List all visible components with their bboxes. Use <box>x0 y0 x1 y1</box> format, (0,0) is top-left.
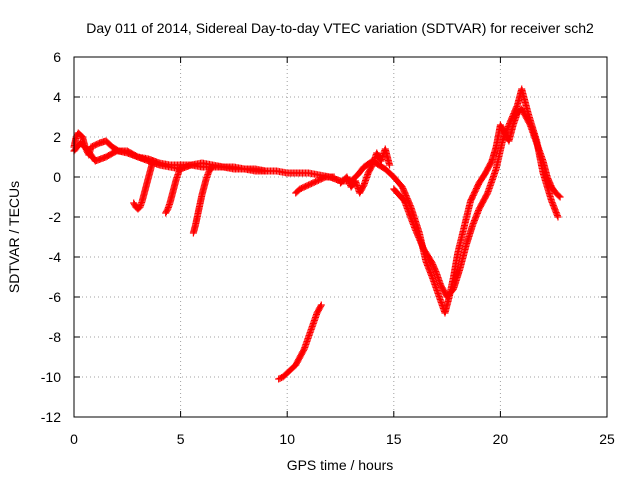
data-point-marker <box>177 163 185 171</box>
data-point-marker <box>555 192 563 200</box>
y-tick-label: -4 <box>49 249 62 265</box>
y-tick-label: -10 <box>41 369 61 385</box>
series-lower-branch <box>390 85 562 301</box>
data-point-marker <box>317 302 325 310</box>
data-point-marker <box>149 157 157 165</box>
series-detached-2 <box>162 163 185 217</box>
data-point-marker <box>330 173 338 181</box>
x-tick-label: 10 <box>279 431 295 447</box>
axis-ticks: 0 5 10 15 20 25 -12 -10 -8 -6 -4 -2 0 2 4 6 <box>41 49 615 447</box>
x-tick-label: 25 <box>599 431 615 447</box>
data-point-marker <box>386 161 394 169</box>
x-tick-label: 5 <box>177 431 185 447</box>
series-main-arc <box>70 105 564 317</box>
grid <box>74 57 607 417</box>
y-tick-label: -8 <box>49 329 62 345</box>
series-detached-4 <box>292 173 338 197</box>
data-point-marker <box>209 163 217 171</box>
chart-title: Day 011 of 2014, Sidereal Day-to-day VTE… <box>86 20 594 36</box>
series-upper-branch <box>70 139 270 175</box>
data-point-marker <box>317 301 325 309</box>
data-point-marker <box>208 164 216 172</box>
series-descending-pass <box>275 301 325 383</box>
data-point-marker <box>556 193 564 201</box>
series-evening-scatter <box>337 145 394 197</box>
y-tick-label: 2 <box>53 129 61 145</box>
data-point-marker <box>262 167 270 175</box>
x-tick-label: 15 <box>386 431 402 447</box>
series-detached-1 <box>130 157 157 213</box>
y-tick-label: -6 <box>49 289 62 305</box>
y-tick-label: 6 <box>53 49 61 65</box>
y-tick-label: -12 <box>41 409 61 425</box>
x-tick-label: 20 <box>493 431 509 447</box>
y-tick-label: -2 <box>49 209 62 225</box>
x-axis-label: GPS time / hours <box>287 457 394 473</box>
y-tick-label: 4 <box>53 89 61 105</box>
data-points <box>70 85 564 383</box>
y-tick-label: 0 <box>53 169 61 185</box>
series-detached-3 <box>189 163 217 237</box>
y-axis-label: SDTVAR / TECUs <box>6 181 22 293</box>
data-point-marker <box>554 213 562 221</box>
plot-frame <box>73 56 608 418</box>
x-tick-label: 0 <box>70 431 78 447</box>
